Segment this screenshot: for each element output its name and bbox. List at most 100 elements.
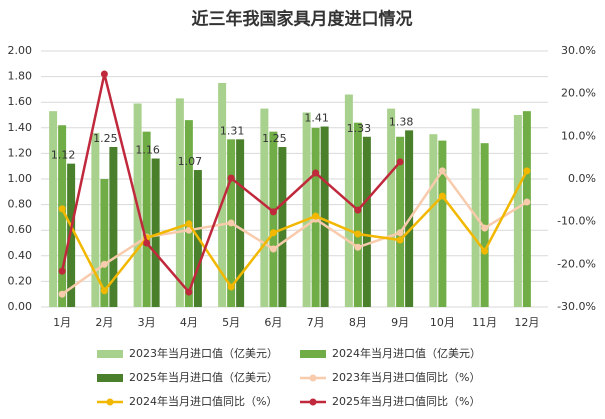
bar (260, 108, 269, 307)
line-marker (227, 219, 235, 227)
x-tick-label: 1月 (53, 316, 71, 329)
bar (184, 120, 193, 308)
line-marker (100, 287, 108, 295)
data-label: 1.07 (178, 155, 203, 168)
legend-swatch (309, 398, 317, 406)
bar (58, 125, 67, 308)
y-tick-label: 1.80 (8, 70, 33, 83)
y2-tick-label: 20.0% (561, 87, 596, 100)
line (61, 170, 528, 294)
line (61, 168, 528, 296)
line-marker (481, 247, 489, 255)
line-marker (100, 70, 108, 78)
x-tick-label: 10月 (430, 316, 455, 329)
bar (236, 139, 245, 307)
y-tick-label: 1.00 (8, 172, 33, 185)
bar (353, 122, 362, 308)
line-marker (354, 243, 362, 251)
x-tick-label: 4月 (180, 316, 198, 329)
x-tick-label: 6月 (264, 316, 282, 329)
legend-label: 2023年当月进口值（亿美元） (129, 346, 278, 360)
bar (67, 163, 76, 307)
data-label: 1.25 (93, 132, 118, 145)
y2-tick-label: 30.0% (561, 44, 596, 57)
bar (471, 108, 480, 307)
bar (91, 132, 100, 307)
line-marker (354, 230, 362, 238)
x-tick-label: 12月 (514, 316, 539, 329)
bar (100, 179, 109, 307)
chart-title: 近三年我国家具月度进口情况 (192, 9, 413, 30)
bar (175, 98, 184, 307)
bar (429, 134, 438, 307)
y-tick-label: 0.00 (8, 300, 33, 313)
legend-swatch (300, 350, 326, 358)
line-marker (269, 208, 277, 216)
y-tick-label: 1.20 (8, 146, 33, 159)
line-marker (143, 239, 151, 247)
bar (438, 140, 447, 307)
y-tick-label: 2.00 (8, 44, 33, 57)
x-tick-label: 7月 (307, 316, 325, 329)
line-marker (269, 229, 277, 237)
line-marker (227, 283, 235, 291)
line-marker (354, 206, 362, 214)
bar (278, 147, 287, 307)
line-marker (396, 158, 404, 166)
bar (109, 147, 118, 307)
bar (387, 108, 396, 307)
x-tick-label: 3月 (138, 316, 156, 329)
legend-label: 2025年当月进口值（亿美元） (129, 370, 278, 384)
legend-swatch (309, 374, 317, 382)
line-marker (438, 192, 446, 200)
bar (269, 131, 278, 307)
y2-tick-label: -30.0% (557, 300, 596, 313)
line-marker (438, 167, 446, 175)
line-marker (269, 245, 277, 253)
data-label: 1.16 (135, 144, 160, 157)
line-marker (100, 260, 108, 268)
bar (522, 111, 531, 307)
line-marker (312, 212, 320, 220)
legend-label: 2024年当月进口值同比（%） (129, 394, 277, 408)
data-label: 1.33 (347, 122, 372, 135)
y-tick-label: 0.40 (8, 249, 33, 262)
line-marker (227, 174, 235, 182)
y-tick-label: 1.60 (8, 95, 33, 108)
x-tick-label: 5月 (222, 316, 240, 329)
line-marker (185, 288, 193, 296)
legend-label: 2025年当月进口值同比（%） (332, 394, 480, 408)
bar (218, 83, 227, 307)
bar (49, 111, 58, 307)
y-tick-label: 0.60 (8, 223, 33, 236)
line-marker (523, 167, 531, 175)
bar (142, 131, 151, 307)
y2-tick-label: 0.0% (568, 172, 596, 185)
y2-tick-label: -10.0% (557, 215, 596, 228)
y-tick-label: 0.80 (8, 198, 33, 211)
data-label: 1.41 (304, 112, 329, 125)
x-tick-label: 2月 (95, 316, 113, 329)
line-marker (58, 205, 66, 213)
legend-label: 2023年当月进口值同比（%） (332, 370, 480, 384)
bar (362, 136, 371, 307)
y-tick-label: 1.40 (8, 121, 33, 134)
line-marker (481, 224, 489, 232)
y2-tick-label: 10.0% (561, 129, 596, 142)
legend-swatch (97, 374, 123, 382)
x-tick-label: 11月 (472, 316, 497, 329)
x-tick-label: 9月 (391, 316, 409, 329)
legend-label: 2024年当月进口值（亿美元） (332, 346, 481, 360)
y-tick-label: 0.20 (8, 274, 33, 287)
x-tick-label: 8月 (349, 316, 367, 329)
line-marker (396, 236, 404, 244)
line-marker (523, 198, 531, 206)
data-label: 1.38 (389, 115, 414, 128)
bar (513, 115, 522, 307)
bar (302, 112, 311, 307)
y2-tick-label: -20.0% (557, 257, 596, 270)
data-label: 1.25 (262, 132, 287, 145)
line-marker (396, 229, 404, 237)
line-marker (58, 267, 66, 275)
